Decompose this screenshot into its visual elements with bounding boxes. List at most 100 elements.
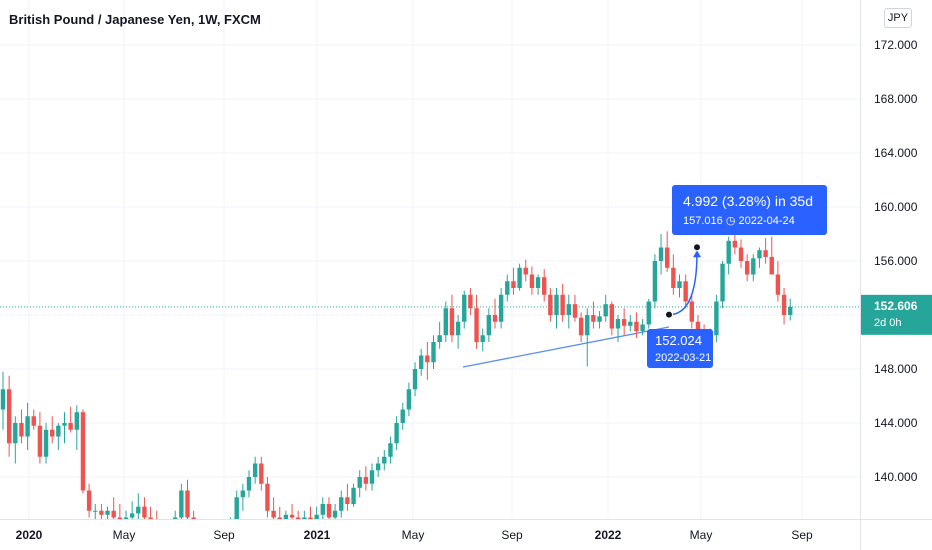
candle-body — [357, 477, 362, 488]
candle-body — [382, 456, 387, 464]
candle-body — [517, 267, 522, 288]
point-label-price: 152.024 — [655, 333, 702, 348]
candle-body — [548, 294, 553, 315]
time-tick-label: Sep — [791, 528, 813, 542]
time-tick-label: May — [113, 528, 136, 542]
candle-body — [572, 304, 578, 318]
time-tick-label: May — [690, 528, 713, 542]
candle-body — [720, 263, 725, 302]
candle-body — [455, 321, 461, 336]
measure-start-dot — [665, 310, 673, 319]
candle-body — [732, 240, 738, 248]
candle-body — [419, 355, 424, 369]
candle-body — [788, 306, 793, 315]
candle-body — [505, 281, 510, 295]
candle-body — [677, 281, 682, 288]
measure-tool[interactable]: 4.992 (3.28%) in 35d 157.016 ◷ 2022-04-24… — [647, 185, 827, 368]
candle-body — [714, 301, 719, 336]
candle-body — [406, 389, 412, 410]
chart-grid — [0, 0, 860, 519]
candle-body — [726, 240, 731, 264]
candle-body — [763, 250, 768, 257]
candle-body — [136, 506, 141, 514]
price-tick-label: 144.000 — [874, 416, 918, 430]
candle-body — [0, 389, 6, 410]
candle-body — [56, 425, 61, 437]
candle-body — [412, 369, 418, 390]
trend-line[interactable] — [462, 326, 670, 368]
point-label-box — [647, 329, 713, 368]
currency-button[interactable]: JPY — [884, 8, 912, 28]
candle-body — [68, 423, 73, 430]
candle-body — [388, 443, 393, 457]
candle-body — [111, 510, 116, 518]
price-tag-box — [861, 294, 932, 335]
price-tick-label: 148.000 — [874, 362, 918, 376]
candle-body — [13, 423, 18, 444]
candle-body — [252, 463, 258, 477]
candle-body — [86, 490, 92, 511]
candle-body — [554, 294, 559, 315]
candle-body — [339, 497, 344, 511]
chart-title: British Pound / Japanese Yen, 1W, FXCM — [9, 12, 261, 27]
candle-body — [345, 497, 350, 504]
candle-body — [179, 490, 184, 518]
candle-body — [769, 256, 774, 275]
price-tag-countdown: 2d 0h — [874, 317, 902, 329]
point-label-date: 2022-03-21 — [655, 352, 711, 364]
current-price-tag: 152.606 2d 0h — [861, 294, 932, 335]
candle-body — [93, 510, 98, 512]
price-axis[interactable] — [860, 0, 932, 520]
measure-headline: 4.992 (3.28%) in 35d — [683, 193, 813, 209]
time-tick-label: 2021 — [304, 528, 331, 542]
candle-body — [259, 463, 264, 484]
candle-body — [74, 412, 79, 430]
candle-body — [25, 416, 30, 437]
time-tick-label: May — [402, 528, 425, 542]
candle-body — [529, 274, 535, 288]
candle-body — [105, 510, 110, 515]
candle-body — [603, 304, 608, 317]
candle-body — [31, 416, 36, 426]
candle-body — [185, 490, 190, 518]
candle-body — [621, 319, 627, 326]
measure-box — [672, 185, 827, 235]
price-tick-label: 160.000 — [874, 200, 918, 214]
candle-body — [523, 267, 528, 275]
candle-body — [99, 510, 104, 515]
candle-body — [591, 315, 596, 322]
time-tick-label: Sep — [213, 528, 235, 542]
candle-body — [332, 510, 338, 518]
candle-body — [240, 490, 246, 498]
candle-body — [560, 294, 565, 315]
candle-body — [498, 294, 504, 322]
candle-body — [50, 429, 55, 437]
time-tick-label: Sep — [501, 528, 523, 542]
candle-body — [665, 247, 670, 268]
candle-body — [314, 514, 319, 521]
candle-body — [62, 423, 67, 426]
time-tick-label: 2022 — [595, 528, 622, 542]
candle-body — [308, 517, 313, 521]
candle-body — [363, 477, 369, 484]
candle-body — [738, 247, 744, 261]
candle-body — [744, 261, 750, 275]
candle-body — [443, 308, 448, 336]
candle-body — [474, 308, 479, 342]
candle-body — [628, 321, 633, 326]
candle-body — [492, 315, 498, 322]
candle-body — [689, 301, 694, 322]
candles — [0, 231, 793, 550]
candle-body — [683, 281, 688, 302]
candle-body — [351, 487, 356, 504]
candle-body — [646, 301, 651, 325]
candle-body — [480, 335, 485, 342]
candle-body — [43, 429, 49, 457]
candle-body — [511, 281, 516, 288]
time-axis[interactable] — [0, 519, 860, 550]
measure-arrowhead — [693, 250, 701, 258]
candle-body — [326, 504, 332, 518]
candle-body — [289, 514, 295, 518]
candle-body — [246, 477, 252, 491]
